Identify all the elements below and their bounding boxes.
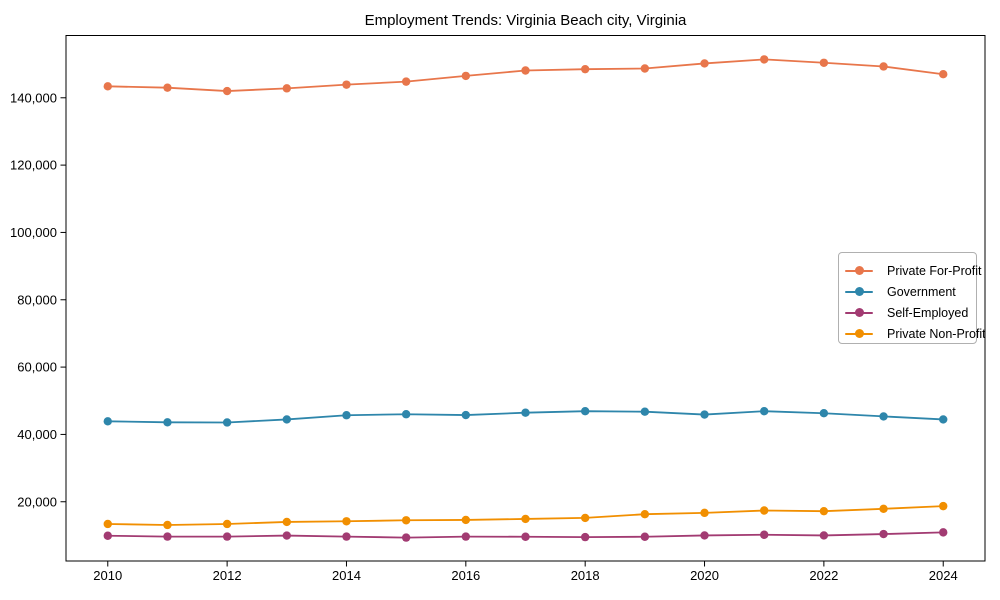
y-tick-label: 40,000 — [17, 427, 57, 442]
data-point-private-non-profit-2024 — [939, 501, 948, 511]
legend-entry: Government — [839, 281, 976, 302]
data-point-government-2024 — [939, 415, 948, 424]
data-point-private-non-profit-2011 — [163, 520, 172, 530]
data-point-self-employed-2019 — [640, 532, 650, 541]
data-point-government-2016 — [461, 410, 471, 420]
data-point-government-2014 — [342, 411, 351, 420]
series-line-private-for-profit — [107, 58, 944, 92]
data-point-private-non-profit-2015 — [401, 516, 411, 525]
data-point-government-2020 — [700, 410, 709, 419]
data-point-private-non-profit-2013 — [282, 517, 291, 527]
data-point-private-for-profit-2013 — [282, 84, 291, 93]
data-point-self-employed-2017 — [521, 532, 530, 541]
legend-marker-dot — [854, 308, 864, 317]
data-point-private-non-profit-2022 — [819, 506, 829, 516]
data-point-government-2010 — [103, 417, 112, 426]
data-point-government-2018 — [580, 406, 590, 416]
legend: Private For-Profit Government Self-Employe… — [838, 252, 986, 344]
data-point-private-non-profit-2018 — [580, 513, 590, 523]
legend-label: Self-Employed — [887, 305, 969, 320]
data-point-private-for-profit-2019 — [640, 64, 650, 73]
data-point-private-for-profit-2015 — [401, 77, 411, 86]
x-tick-label: 2022 — [809, 568, 838, 583]
data-point-private-non-profit-2014 — [342, 517, 351, 526]
legend-line-dot-marker — [845, 329, 873, 338]
data-point-private-non-profit-2021 — [760, 506, 769, 515]
data-point-private-for-profit-2023 — [879, 62, 888, 71]
data-point-self-employed-2013 — [282, 531, 291, 540]
data-point-self-employed-2023 — [879, 529, 888, 539]
x-tick-label: 2024 — [929, 568, 958, 583]
data-point-private-for-profit-2014 — [342, 80, 351, 89]
x-tick-label: 2014 — [332, 568, 361, 583]
x-tick-label: 2012 — [213, 568, 242, 583]
data-point-private-for-profit-2010 — [103, 82, 112, 91]
data-point-private-for-profit-2021 — [760, 55, 769, 64]
data-point-private-for-profit-2011 — [163, 83, 172, 92]
data-point-self-employed-2015 — [401, 533, 411, 542]
data-point-government-2015 — [401, 410, 411, 419]
data-point-self-employed-2010 — [103, 531, 112, 540]
data-point-private-for-profit-2018 — [580, 64, 590, 74]
y-tick-label: 60,000 — [17, 360, 57, 375]
legend-entry: Private Non-Profit — [839, 323, 986, 344]
y-tick-label: 140,000 — [10, 90, 57, 105]
legend-label: Private For-Profit — [887, 263, 982, 278]
data-point-private-non-profit-2019 — [640, 510, 650, 519]
data-point-private-non-profit-2012 — [222, 519, 232, 529]
x-tick-label: 2020 — [690, 568, 719, 583]
y-tick-label: 120,000 — [10, 158, 57, 173]
plot-frame — [65, 35, 986, 562]
legend-line-dot-marker — [845, 287, 873, 296]
data-point-government-2022 — [819, 409, 829, 418]
legend-entry: Self-Employed — [839, 302, 976, 323]
data-point-private-for-profit-2012 — [222, 86, 232, 96]
data-point-government-2012 — [222, 418, 232, 427]
data-point-private-non-profit-2010 — [103, 519, 112, 529]
y-tick-label: 80,000 — [17, 292, 57, 307]
legend-marker-dot — [854, 266, 864, 275]
data-point-private-non-profit-2017 — [521, 514, 530, 524]
data-point-self-employed-2020 — [700, 531, 709, 540]
x-tick-label: 2016 — [451, 568, 480, 583]
data-point-self-employed-2014 — [342, 532, 351, 541]
legend-entry: Private For-Profit — [839, 260, 981, 281]
legend-marker-dot — [854, 287, 864, 296]
y-tick-label: 100,000 — [10, 225, 57, 240]
data-point-self-employed-2012 — [222, 532, 232, 541]
legend-line-dot-marker — [845, 308, 873, 317]
x-tick-label: 2018 — [571, 568, 600, 583]
data-point-self-employed-2016 — [461, 532, 471, 541]
data-point-private-non-profit-2016 — [461, 515, 471, 525]
data-point-private-non-profit-2023 — [879, 504, 888, 514]
legend-line-dot-marker — [845, 266, 873, 275]
data-point-government-2011 — [163, 418, 172, 427]
data-point-self-employed-2024 — [939, 528, 948, 537]
data-point-government-2013 — [282, 415, 291, 424]
data-point-self-employed-2011 — [163, 532, 172, 541]
x-tick-label: 2010 — [93, 568, 122, 583]
data-point-self-employed-2018 — [580, 532, 590, 542]
data-point-private-for-profit-2024 — [939, 70, 948, 79]
data-point-government-2019 — [640, 407, 650, 416]
data-point-private-non-profit-2020 — [700, 508, 709, 518]
data-point-private-for-profit-2020 — [700, 59, 709, 68]
data-point-government-2023 — [879, 412, 888, 421]
data-point-self-employed-2021 — [760, 530, 769, 539]
data-point-private-for-profit-2022 — [819, 58, 829, 67]
legend-label: Government — [887, 284, 956, 299]
data-point-government-2017 — [521, 408, 530, 417]
data-point-government-2021 — [760, 406, 769, 416]
data-point-private-for-profit-2016 — [461, 71, 471, 81]
chart-title: Employment Trends: Virginia Beach city, … — [364, 12, 687, 29]
data-point-private-for-profit-2017 — [521, 66, 530, 75]
y-tick-label: 20,000 — [17, 494, 57, 509]
legend-marker-dot — [854, 329, 864, 338]
data-point-self-employed-2022 — [819, 531, 829, 540]
legend-label: Private Non-Profit — [887, 326, 986, 341]
